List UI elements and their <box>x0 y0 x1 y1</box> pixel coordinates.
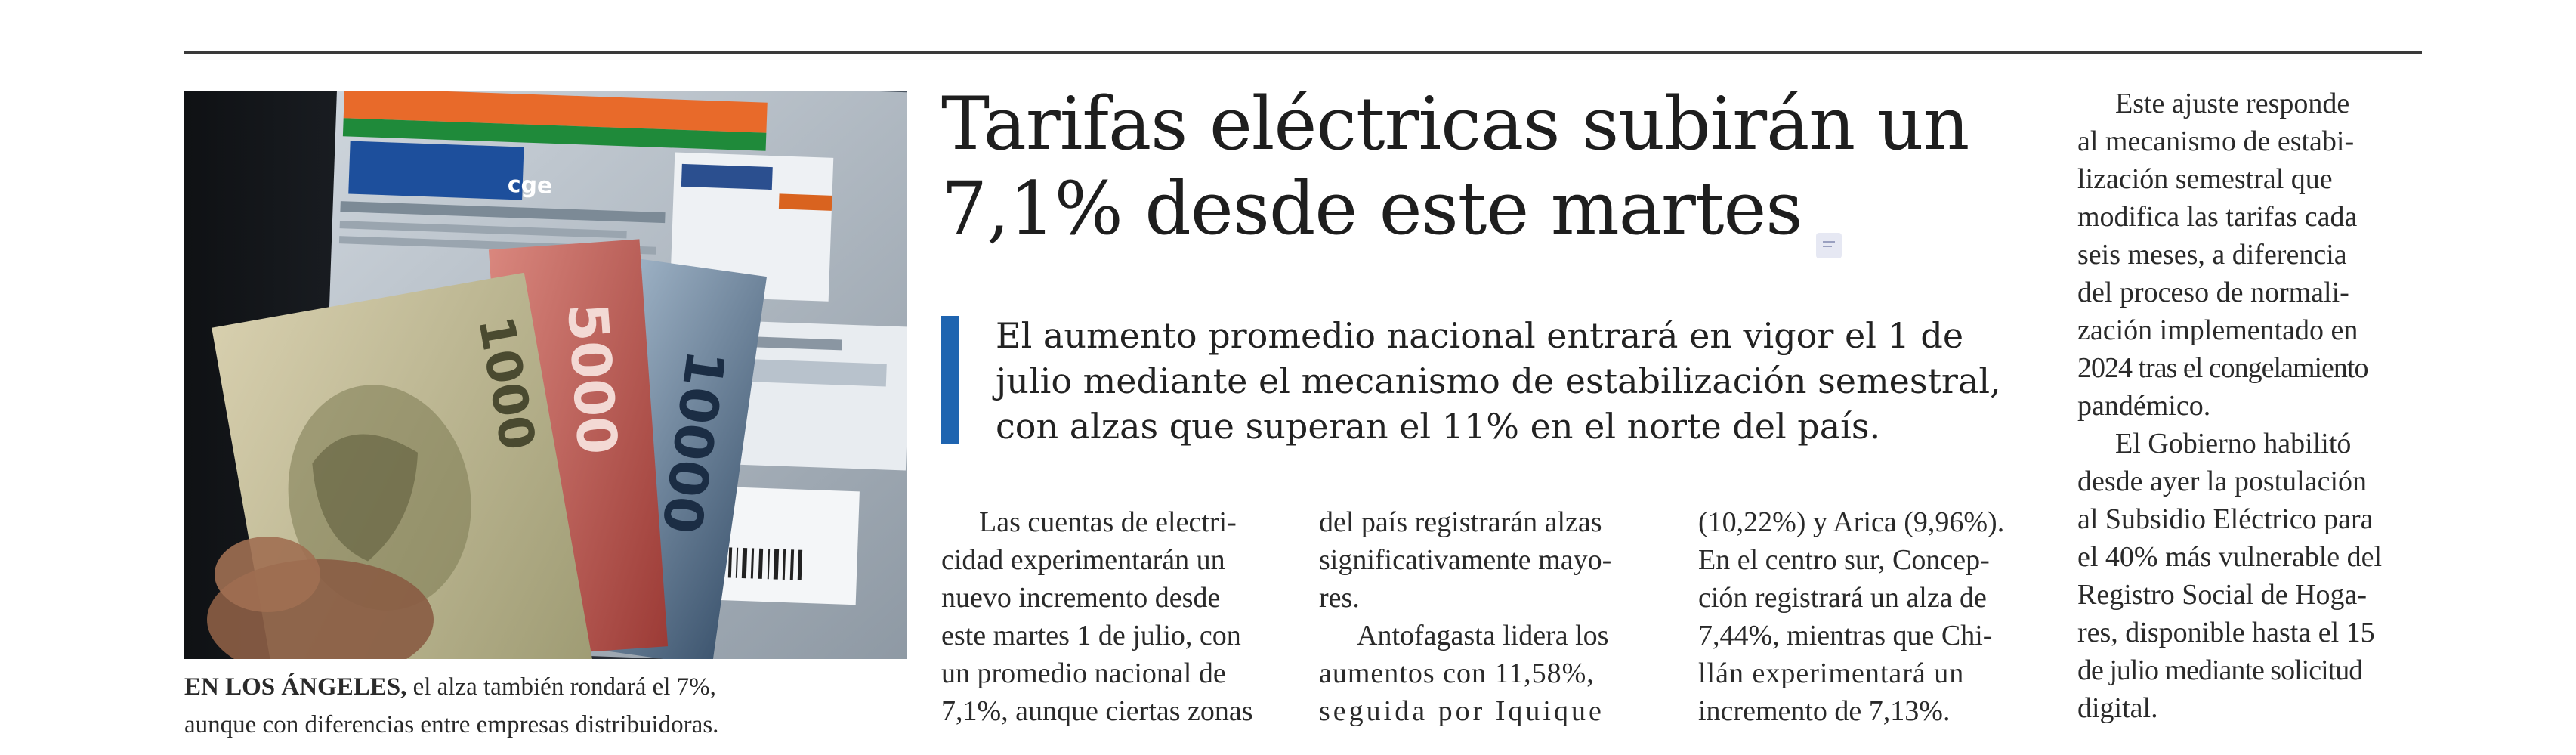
body-column-2: del país registrarán alzas significativa… <box>1319 503 1665 730</box>
body-line: un promedio nacional de <box>941 658 1226 689</box>
body-line: 7,1%, aunque ciertas zonas <box>941 695 1253 727</box>
body-line: del país registrarán alzas <box>1319 506 1602 538</box>
body-line: zación implementado en <box>2077 314 2358 346</box>
body-line: significativamente mayo- <box>1319 544 1612 576</box>
photo-caption: EN LOS ÁNGELES, el alza también rondará … <box>184 668 925 744</box>
headline: Tarifas eléctricas subirán un 7,1% desde… <box>941 82 2014 251</box>
banknote-5000-label: 5000 <box>555 301 629 456</box>
body-column-4: Este ajuste responde al mecanismo de est… <box>2077 85 2423 727</box>
deck-line1: El aumento promedio nacional entrará en … <box>996 315 1964 356</box>
body-line: (10,22%) y Arica (9,96%). <box>1698 506 2005 538</box>
deck: El aumento promedio nacional entrará en … <box>996 313 2053 449</box>
body-line: de julio mediante solicitud <box>2077 654 2363 686</box>
body-line: 2024 tras el congelamiento <box>2077 352 2369 384</box>
body-line: aumentos con 11,58%, <box>1319 658 1595 689</box>
top-rule <box>184 51 2422 54</box>
body-line: el 40% más vulnerable del <box>2077 541 2383 573</box>
body-line: Las cuentas de electri- <box>979 506 1237 538</box>
body-line: En el centro sur, Concep- <box>1698 544 1990 576</box>
comment-icon[interactable] <box>1816 233 1842 258</box>
body-line: El Gobierno habilitó <box>2115 428 2352 459</box>
body-line: nuevo incremento desde <box>941 582 1221 614</box>
body-line: al Subsidio Eléctrico para <box>2077 503 2374 535</box>
headline-line2: 7,1% desde este martes <box>941 166 1803 251</box>
body-line: modifica las tarifas cada <box>2077 201 2358 233</box>
body-line: incremento de 7,13%. <box>1698 695 1951 727</box>
body-line: 7,44%, mientras que Chi- <box>1698 620 1993 651</box>
body-line: llán experimentará un <box>1698 658 1965 689</box>
caption-lead: EN LOS ÁNGELES, <box>184 673 407 701</box>
body-line: Este ajuste responde <box>2115 88 2350 119</box>
body-line: al mecanismo de estabi- <box>2077 125 2355 157</box>
body-column-1: Las cuentas de electri- cidad experiment… <box>941 503 1287 730</box>
article-photo: cge <box>184 91 907 659</box>
body-column-3: (10,22%) y Arica (9,96%). En el centro s… <box>1698 503 2046 730</box>
deck-line2: julio mediante el mecanismo de estabiliz… <box>996 360 2001 401</box>
headline-line1: Tarifas eléctricas subirán un <box>941 82 1969 166</box>
deck-line3: con alzas que superan el 11% en el norte… <box>996 406 1881 447</box>
body-line: seguida por Iquique <box>1319 695 1605 727</box>
body-line: ción registrará un alza de <box>1698 582 1987 614</box>
body-line: digital. <box>2077 692 2158 724</box>
body-line: del proceso de normali- <box>2077 277 2349 308</box>
caption-text-line1: el alza también rondará el 7%, <box>406 673 716 701</box>
body-line: lización semestral que <box>2077 163 2333 195</box>
body-line: desde ayer la postulación <box>2077 466 2368 497</box>
body-line: pandémico. <box>2077 390 2211 422</box>
bill-logo-text: cge <box>507 172 553 200</box>
body-line: Registro Social de Hoga- <box>2077 579 2368 611</box>
body-line: seis meses, a diferencia <box>2077 239 2347 271</box>
caption-text-line2: aunque con diferencias entre empresas di… <box>184 711 719 738</box>
body-line: Antofagasta lidera los <box>1357 620 1609 651</box>
body-line: cidad experimentarán un <box>941 544 1225 576</box>
body-line: res, disponible hasta el 15 <box>2077 617 2375 648</box>
deck-accent-bar <box>941 316 959 444</box>
body-line: res. <box>1319 582 1360 614</box>
body-line: este martes 1 de julio, con <box>941 620 1241 651</box>
